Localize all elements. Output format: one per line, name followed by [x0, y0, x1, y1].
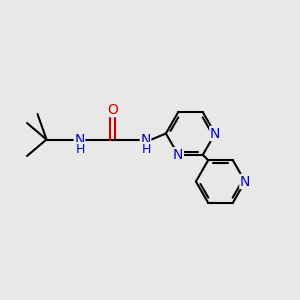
- Text: H: H: [141, 142, 151, 156]
- Text: H: H: [75, 142, 85, 156]
- Text: N: N: [210, 127, 220, 140]
- Text: N: N: [240, 175, 250, 188]
- Text: N: N: [74, 133, 85, 146]
- Text: N: N: [173, 148, 183, 162]
- Text: N: N: [140, 133, 151, 146]
- Text: O: O: [107, 103, 118, 116]
